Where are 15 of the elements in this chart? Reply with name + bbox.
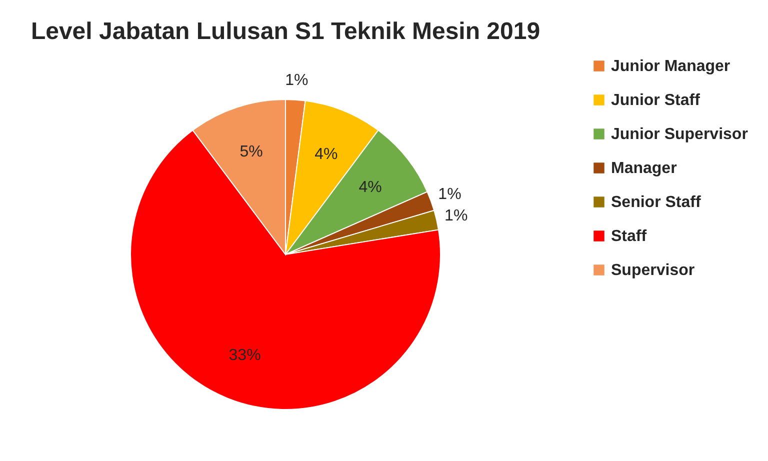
data-label: 4% (358, 178, 382, 196)
data-label: 33% (228, 347, 261, 364)
data-label: 1% (438, 186, 462, 204)
data-label: 1% (285, 72, 308, 89)
data-label: 4% (314, 146, 338, 163)
data-label: 1% (444, 208, 468, 225)
legend-label: Senior Staff (611, 194, 702, 211)
legend-label: Manager (611, 160, 677, 177)
chart-title: Level Jabatan Lulusan S1 Teknik Mesin 2019 (30, 18, 540, 45)
legend-label: Junior Supervisor (611, 126, 748, 143)
legend-label: Staff (611, 228, 648, 245)
legend-label: Junior Staff (611, 92, 701, 109)
legend-label: Supervisor (611, 262, 695, 279)
legend-label: Junior Manager (611, 58, 730, 75)
data-label: 5% (240, 144, 263, 161)
